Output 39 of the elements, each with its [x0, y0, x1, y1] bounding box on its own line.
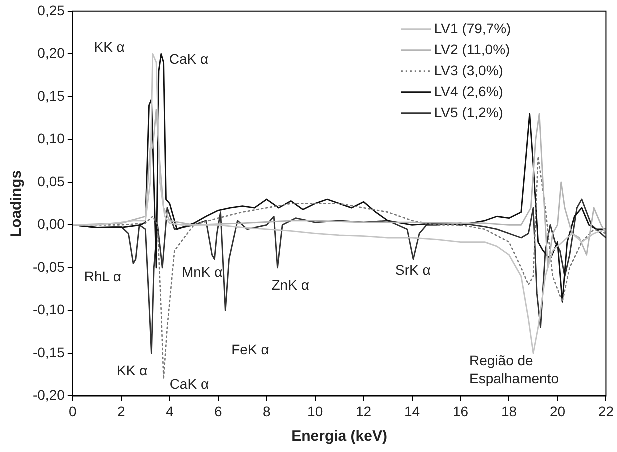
x-tick-label: 14: [404, 403, 420, 420]
annotation: CaK α: [170, 376, 210, 392]
annotation: SrK α: [395, 262, 431, 278]
x-tick-label: 12: [356, 403, 372, 420]
annotation: KK α: [94, 39, 125, 56]
y-tick-label: 0,10: [38, 130, 66, 147]
annotation: Região de Espalhamento: [469, 352, 560, 386]
x-tick-label: 8: [262, 403, 271, 420]
x-tick-label: 2: [117, 403, 126, 420]
x-tick-label: 18: [501, 403, 518, 420]
y-tick-label: -0,10: [32, 302, 66, 318]
legend-label: LV1 (79,7%): [434, 20, 512, 36]
x-tick-label: 16: [452, 403, 469, 420]
x-tick-label: 0: [69, 403, 78, 420]
y-axis-title: Loadings: [8, 170, 26, 238]
legend-label: LV5 (1,2%): [434, 104, 504, 120]
x-tick-label: 4: [166, 403, 174, 420]
legend-label: LV4 (2,6%): [434, 83, 504, 100]
x-tick-label: 10: [308, 403, 324, 420]
y-tick-label: 0,20: [38, 45, 66, 62]
x-tick-label: 22: [598, 403, 614, 420]
y-tick-label: -0,20: [32, 387, 66, 404]
annotation: RhL α: [84, 268, 122, 285]
y-tick-label: -0,15: [32, 344, 66, 360]
legend-label: LV2 (11,0%): [434, 41, 510, 58]
annotation: MnK α: [182, 264, 223, 280]
annotation: CaK α: [169, 51, 209, 68]
x-tick-label: 20: [550, 403, 566, 420]
y-tick-label: 0,25: [38, 2, 66, 18]
annotation: ZnK α: [272, 276, 310, 293]
annotation: KK α: [117, 362, 148, 378]
y-tick-label: 0,05: [38, 173, 66, 190]
y-tick-label: 0,00: [38, 216, 66, 232]
x-axis-title: Energia (keV): [292, 428, 388, 446]
y-tick-label: 0,15: [38, 88, 66, 104]
legend-label: LV3 (3,0%): [434, 62, 504, 78]
annotation: FeK α: [232, 342, 270, 358]
x-tick-label: 6: [214, 403, 222, 420]
y-tick-label: -0,05: [32, 258, 66, 275]
